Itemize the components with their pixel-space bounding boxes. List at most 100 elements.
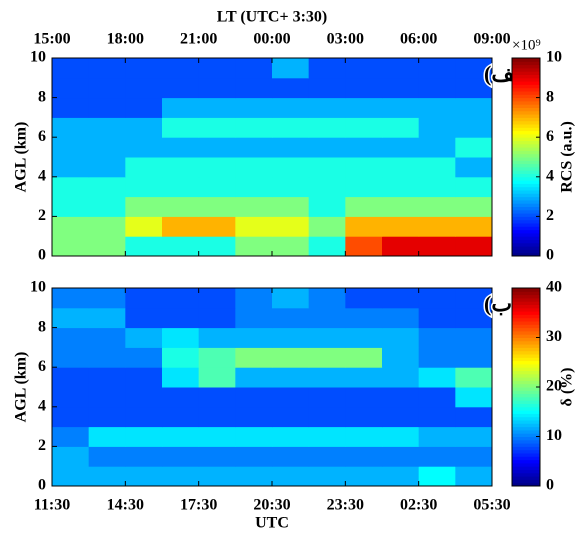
heatmap-cell	[52, 236, 90, 257]
heatmap-cell	[88, 137, 126, 158]
heatmap-cell	[272, 327, 310, 348]
heatmap-cell	[345, 466, 383, 487]
colorbar-step	[512, 229, 540, 234]
heatmap-cell	[382, 307, 420, 329]
colorbar-step	[512, 354, 540, 358]
heatmap-cell	[235, 347, 273, 368]
heatmap-cell	[455, 288, 493, 309]
heatmap-cell	[345, 327, 383, 348]
heatmap-cell	[52, 466, 90, 487]
heatmap-cell	[235, 406, 273, 428]
heatmap-cell	[382, 137, 420, 158]
heatmap-cell	[198, 117, 236, 138]
heatmap-cell	[418, 176, 456, 198]
colorbar-step	[512, 173, 540, 178]
colorbar-step	[512, 147, 540, 151]
colorbar-step	[512, 190, 540, 194]
heatmap-cell	[198, 216, 236, 237]
heatmap-cell	[52, 97, 90, 118]
heatmap-cell	[455, 406, 493, 428]
colorbar-step	[512, 387, 540, 391]
colorbar-step	[512, 344, 540, 348]
colorbar-step	[512, 160, 540, 165]
heatmap-cell	[455, 97, 493, 118]
heatmap-cell	[125, 327, 163, 348]
heatmap-cell	[345, 97, 383, 118]
heatmap-cell	[198, 367, 236, 388]
heatmap-cell	[198, 288, 236, 309]
heatmap-cell	[272, 347, 310, 368]
colorbar-step	[512, 413, 540, 418]
colorbar-step	[512, 406, 540, 411]
heatmap-cell	[88, 387, 126, 408]
heatmap-cell	[382, 406, 420, 428]
heatmap-cell	[52, 117, 90, 138]
heatmap-cell	[272, 97, 310, 118]
heatmap-cell	[382, 117, 420, 138]
heatmap-cell	[125, 117, 163, 138]
heatmap-cell	[418, 406, 456, 428]
heatmap-cell	[198, 236, 236, 257]
heatmap-cell	[272, 387, 310, 408]
heatmap-cell	[88, 406, 126, 428]
colorbar-step	[512, 124, 540, 128]
heatmap-cell	[162, 97, 200, 118]
heatmap-cell	[345, 426, 383, 447]
heatmap-cell	[198, 347, 236, 368]
heatmap-cell	[162, 426, 200, 447]
heatmap-cell	[235, 307, 273, 329]
heatmap-cell	[235, 117, 273, 138]
colorbar-step	[512, 459, 540, 464]
colorbar-frame	[511, 57, 541, 257]
colorbar-step	[512, 186, 540, 191]
colorbar-step	[512, 456, 540, 461]
colorbar-step	[512, 226, 540, 231]
colorbar-step	[512, 196, 540, 201]
y-tick-label: 2	[38, 437, 46, 454]
heatmap-cell	[418, 97, 456, 118]
colorbar-tick-label: 10	[546, 427, 562, 444]
heatmap-cell	[52, 157, 90, 178]
colorbar-step	[512, 219, 540, 224]
colorbar-step	[512, 347, 540, 352]
colorbar-step	[512, 429, 540, 434]
colorbar-step	[512, 311, 540, 315]
heatmap-cell	[455, 157, 493, 178]
heatmap-cell	[418, 137, 456, 158]
colorbar-step	[512, 143, 540, 148]
y-tick-label: 8	[38, 318, 46, 335]
heatmap-cell	[198, 196, 236, 217]
colorbar-step	[512, 443, 540, 447]
heatmap-cell	[455, 327, 493, 348]
heatmap-cell	[418, 117, 456, 138]
colorbar-step	[512, 321, 540, 325]
colorbar-step	[512, 476, 540, 480]
colorbar-exponent: ×10⁹	[512, 37, 541, 53]
y-tick-label: 6	[38, 128, 46, 145]
heatmap-cell	[125, 157, 163, 178]
heatmap-cell	[455, 367, 493, 388]
colorbar-step	[512, 433, 540, 437]
heatmap-cell	[272, 137, 310, 158]
heatmap-cell	[125, 137, 163, 158]
heatmap-cell	[198, 466, 236, 487]
colorbar-label: RCS (a.u.)	[559, 121, 576, 193]
heatmap-cell	[125, 176, 163, 198]
colorbar-step	[512, 246, 540, 250]
heatmap-cell	[52, 387, 90, 408]
colorbar-step	[512, 163, 540, 168]
colorbar-step	[512, 337, 540, 342]
colorbar-step	[512, 110, 540, 115]
heatmap-cell	[198, 327, 236, 348]
heatmap-cell	[308, 347, 346, 368]
heatmap-cell	[272, 367, 310, 388]
heatmap-cell	[308, 426, 346, 447]
heatmap-cell	[52, 327, 90, 348]
y-tick-label: 10	[30, 49, 46, 66]
colorbar-tick-label: 8	[546, 88, 554, 105]
heatmap-cell	[198, 77, 236, 99]
colorbar-step	[512, 87, 540, 92]
colorbar-step	[512, 77, 540, 82]
colorbar-step	[512, 330, 540, 335]
